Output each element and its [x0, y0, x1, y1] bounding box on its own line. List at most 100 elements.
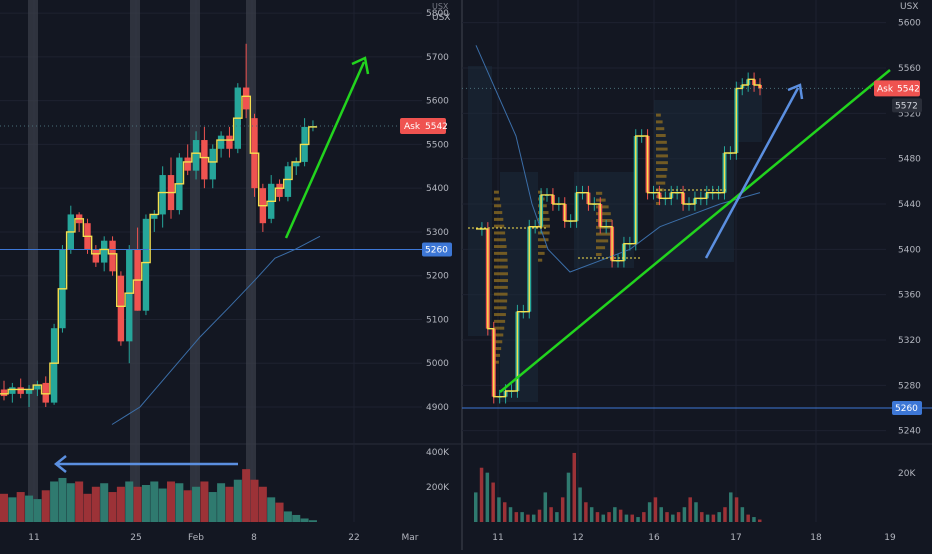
right-date-axis[interactable]: 11 12 16 17 18 19	[492, 533, 896, 543]
left-ask-value: 5542	[425, 122, 448, 132]
right-profile-bar	[494, 231, 506, 235]
right-volume-bar	[642, 512, 646, 522]
right-profile-bar	[538, 238, 549, 242]
right-profile-bar	[494, 333, 504, 337]
left-green-arrow[interactable]	[284, 56, 370, 239]
right-volume-bar	[531, 514, 536, 522]
right-profile-bar	[596, 239, 609, 243]
left-candle[interactable]	[293, 161, 300, 167]
right-volume-bar	[502, 502, 507, 522]
left-volume-bar	[258, 486, 267, 522]
right-volume-bar	[508, 507, 513, 522]
left-price-axis[interactable]: 5800 5700 5600 5500 5400 5300 5200 5100 5000 4900	[426, 9, 449, 413]
right-volume-bar	[485, 472, 490, 522]
left-step-line[interactable]	[0, 95, 318, 395]
right-profile-bar	[656, 127, 665, 131]
left-volume-bar	[275, 502, 284, 522]
right-sub-value: 5572	[895, 101, 918, 111]
left-candle[interactable]	[201, 140, 208, 180]
left-candle[interactable]	[242, 87, 250, 110]
left-candle[interactable]	[34, 385, 41, 390]
right-volume-bar	[560, 497, 565, 522]
left-candle[interactable]	[9, 387, 16, 394]
left-currency-label: USX	[432, 13, 450, 23]
right-date-tick: 17	[730, 533, 741, 543]
left-candle[interactable]	[151, 214, 158, 219]
right-volume-bar	[595, 512, 600, 522]
left-price-tick: 5600	[426, 97, 449, 107]
right-blue-arrow[interactable]	[704, 83, 804, 259]
left-candle[interactable]	[217, 135, 225, 149]
right-moving-average[interactable]	[475, 45, 761, 273]
left-candle[interactable]	[25, 389, 33, 394]
left-candle[interactable]	[226, 135, 233, 149]
left-candle[interactable]	[101, 240, 108, 263]
right-volume-bar	[613, 507, 617, 522]
right-profile-bar	[596, 191, 603, 195]
left-candle[interactable]	[109, 240, 116, 272]
left-volume-bar	[175, 483, 184, 522]
right-volume-bar	[578, 487, 582, 522]
left-candle[interactable]	[42, 382, 49, 403]
right-profile-bar	[538, 231, 550, 235]
right-step-line[interactable]	[476, 78, 761, 398]
right-ask-label: Ask	[877, 84, 894, 94]
left-ask-badge[interactable]: Ask 5542	[400, 118, 448, 135]
right-price-tick: 5320	[898, 336, 921, 346]
left-price-tick: 5800	[426, 9, 449, 19]
left-candle[interactable]	[117, 275, 125, 342]
right-profile-bar	[494, 251, 508, 255]
right-volume-bar	[729, 492, 733, 522]
right-volume-bar	[572, 452, 577, 522]
left-candle[interactable]	[209, 148, 216, 180]
right-price-tick: 5480	[898, 155, 921, 165]
left-volume-axis: 400K 200K	[426, 448, 450, 493]
right-volume-bar	[723, 507, 727, 522]
right-volume-bar	[694, 502, 698, 522]
right-level-badge[interactable]: 5260	[892, 401, 922, 415]
left-candle[interactable]	[142, 218, 150, 311]
left-volume-bar	[183, 490, 192, 522]
left-candle[interactable]	[50, 328, 58, 403]
right-profile-bar	[596, 205, 609, 209]
left-candle[interactable]	[0, 389, 8, 397]
left-price-tick: 5700	[426, 53, 449, 63]
right-green-trendline[interactable]	[499, 69, 891, 393]
right-volume-bar	[537, 509, 542, 522]
right-ask-value: 5542	[897, 84, 920, 94]
right-profile-bar	[538, 217, 550, 221]
right-volume-bar	[746, 514, 750, 522]
left-volume-bar	[292, 514, 301, 522]
right-price-axis[interactable]: 5600 5560 5520 5480 5440 5400 5360 5320 5280 5240	[898, 19, 921, 437]
left-candle[interactable]	[284, 166, 292, 197]
right-profile-bar	[494, 319, 506, 323]
left-candle[interactable]	[17, 387, 24, 394]
left-candle[interactable]	[126, 249, 133, 342]
left-blue-arrow[interactable]	[53, 455, 238, 473]
left-volume-tick: 200K	[426, 483, 450, 493]
left-level-badge[interactable]: 5260	[422, 242, 452, 257]
right-sub-badge[interactable]: 5572	[892, 98, 922, 113]
left-volume-bar	[66, 483, 75, 522]
left-date-axis[interactable]: 11 25 Feb 8 22 Mar	[28, 533, 419, 543]
left-candle[interactable]	[192, 140, 200, 171]
right-ask-badge[interactable]: Ask 5542	[874, 80, 920, 97]
left-volume-bar	[91, 486, 100, 522]
right-volume-bar	[740, 507, 745, 522]
left-volume-bar	[141, 485, 150, 522]
left-candle[interactable]	[159, 175, 166, 215]
left-volume-bar	[300, 518, 309, 522]
left-candle[interactable]	[276, 183, 283, 197]
left-volume-bar	[308, 520, 317, 522]
right-volume-bar	[479, 467, 484, 522]
left-candle[interactable]	[184, 157, 191, 171]
right-date-tick: 19	[884, 533, 896, 543]
right-price-tick: 5560	[898, 64, 921, 74]
left-candle[interactable]	[92, 249, 100, 263]
left-moving-average[interactable]	[111, 235, 321, 425]
left-session-band	[246, 0, 256, 522]
right-profile-bar	[656, 134, 666, 137]
right-profile-bar	[656, 147, 668, 151]
